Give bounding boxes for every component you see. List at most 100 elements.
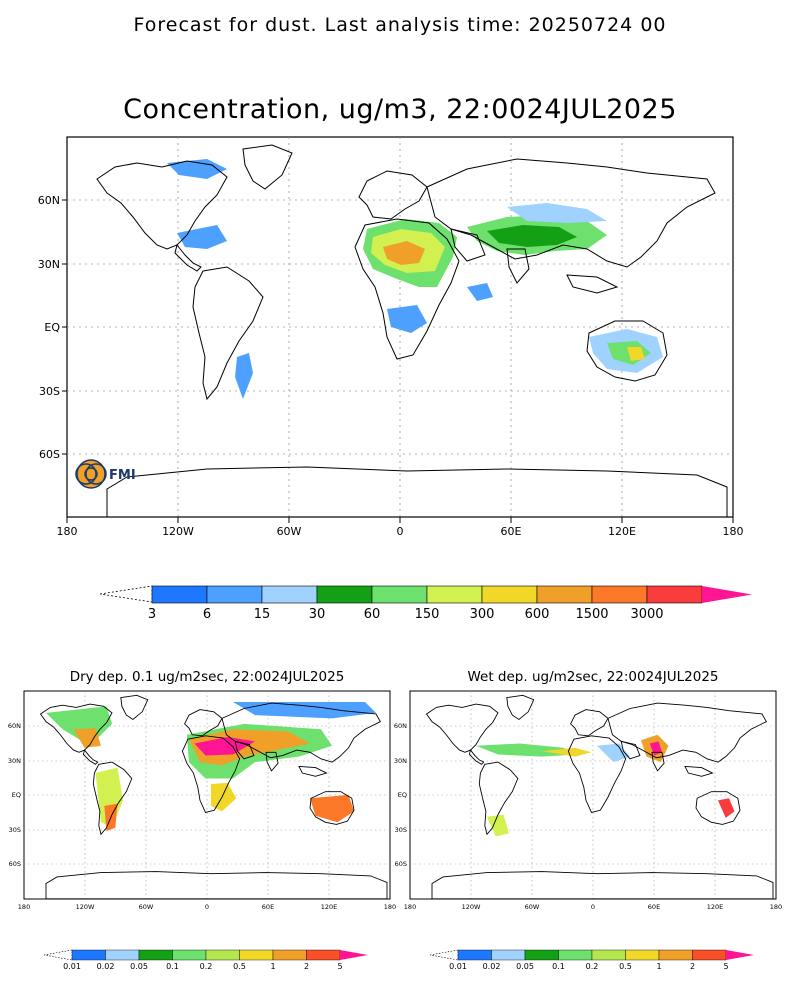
- main-x-tick: 120W: [162, 525, 194, 538]
- legend-label: 0.1: [552, 962, 565, 971]
- main-tick-marks: [62, 199, 734, 523]
- dry-legend-bars: [71, 949, 368, 961]
- legend-swatch: [524, 949, 559, 961]
- wet-y-axis-labels: 60N 30N EQ 30S 60S: [394, 722, 407, 868]
- legend-label: 0.2: [586, 962, 599, 971]
- wet-deposition-map: 180 120W 60W 0 60E 120E 180 60N 30N EQ 3…: [394, 690, 782, 911]
- legend-label: 2: [304, 962, 309, 971]
- main-legend-labels: 3 6 15 30 60 150 300 600 1500 3000: [148, 607, 664, 622]
- wet-legend-bars: [457, 949, 754, 961]
- legend-swatch: [151, 585, 208, 604]
- wet-x-tick: 120E: [707, 903, 724, 911]
- legend-label: 15: [254, 607, 271, 622]
- legend-label: 6: [203, 607, 211, 622]
- wet-dep-field: [476, 734, 735, 837]
- legend-label: 0.02: [483, 962, 501, 971]
- fmi-logo-text: FMI: [109, 468, 136, 483]
- wet-legend-labels: 0.01 0.02 0.05 0.1 0.2 0.5 1 2 5: [449, 962, 728, 971]
- wet-y-tick: 30N: [394, 757, 407, 765]
- legend-swatch: [138, 949, 173, 961]
- legend-label: 3: [148, 607, 156, 622]
- main-y-tick: 60N: [38, 194, 60, 207]
- dry-x-tick: 120W: [76, 903, 95, 911]
- legend-label: 2: [690, 962, 695, 971]
- dry-x-tick: 0: [205, 903, 209, 911]
- legend-label: 5: [337, 962, 342, 971]
- legend-label: 0.5: [619, 962, 632, 971]
- dry-x-tick: 180: [18, 903, 30, 911]
- forecast-header: Forecast for dust. Last analysis time: 2…: [133, 14, 667, 36]
- legend-upper-arrow: [702, 586, 752, 603]
- main-x-tick: 120E: [608, 525, 636, 538]
- legend-swatch: [272, 949, 307, 961]
- legend-label: 0.1: [166, 962, 179, 971]
- dry-y-tick: 60N: [8, 722, 21, 730]
- legend-swatch: [536, 585, 593, 604]
- dry-y-axis-labels: 60N 30N EQ 30S 60S: [8, 722, 21, 868]
- legend-upper-arrow: [726, 950, 754, 960]
- dust-concentration-field: [167, 159, 663, 399]
- legend-swatch: [306, 949, 341, 961]
- legend-label: 60: [364, 607, 381, 622]
- dry-y-tick: 30S: [9, 826, 21, 834]
- wet-y-tick: 60S: [395, 860, 407, 868]
- concentration-map: 180 120W 60W 0 60E 120E 180 60N 30N EQ 3…: [38, 136, 744, 538]
- legend-label: 1: [270, 962, 275, 971]
- dry-x-tick: 60E: [262, 903, 274, 911]
- legend-label: 0.5: [233, 962, 246, 971]
- dry-x-tick: 120E: [321, 903, 338, 911]
- wet-x-tick: 0: [591, 903, 595, 911]
- legend-label: 0.01: [449, 962, 467, 971]
- legend-swatch: [371, 585, 428, 604]
- legend-swatch: [71, 949, 106, 961]
- legend-swatch: [172, 949, 207, 961]
- legend-swatch: [646, 585, 703, 604]
- legend-swatch: [591, 949, 626, 961]
- main-x-axis-labels: 180 120W 60W 0 60E 120E 180: [57, 525, 744, 538]
- dry-deposition-map: 180 120W 60W 0 60E 120E 180 60N 30N EQ 3…: [8, 690, 396, 911]
- wet-x-tick: 60W: [525, 903, 540, 911]
- legend-label: 3000: [630, 607, 663, 622]
- wet-x-tick: 180: [770, 903, 782, 911]
- main-y-tick: 30N: [38, 258, 60, 271]
- legend-label: 150: [415, 607, 440, 622]
- legend-label: 30: [309, 607, 326, 622]
- legend-label: 5: [723, 962, 728, 971]
- legend-label: 600: [525, 607, 550, 622]
- legend-swatch: [457, 949, 492, 961]
- dry-y-tick: 30N: [8, 757, 21, 765]
- legend-swatch: [625, 949, 660, 961]
- dry-x-tick: 60W: [139, 903, 154, 911]
- dry-x-tick: 180: [384, 903, 396, 911]
- legend-swatch: [491, 949, 526, 961]
- legend-label: 0.02: [97, 962, 115, 971]
- legend-lower-arrow: [99, 585, 153, 603]
- legend-swatch: [591, 585, 648, 604]
- legend-swatch: [206, 585, 263, 604]
- wet-y-tick: 60N: [394, 722, 407, 730]
- legend-label: 0.01: [63, 962, 81, 971]
- legend-upper-arrow: [340, 950, 368, 960]
- legend-label: 0.2: [200, 962, 213, 971]
- dry-legend: 0.01 0.02 0.05 0.1 0.2 0.5 1 2 5: [43, 949, 368, 971]
- main-y-tick: 30S: [39, 385, 60, 398]
- legend-swatch: [205, 949, 240, 961]
- fmi-logo: FMI: [75, 459, 136, 489]
- main-x-tick: 180: [723, 525, 744, 538]
- dry-x-axis-labels: 180 120W 60W 0 60E 120E 180: [18, 903, 396, 911]
- wet-y-tick: EQ: [398, 791, 407, 799]
- main-legend-bars: [151, 585, 752, 604]
- main-y-tick: 60S: [39, 448, 60, 461]
- wet-x-tick: 60E: [648, 903, 660, 911]
- legend-label: 0.05: [130, 962, 148, 971]
- legend-label: 300: [470, 607, 495, 622]
- main-x-tick: 0: [397, 525, 404, 538]
- dry-y-tick: 60S: [9, 860, 21, 868]
- legend-label: 1500: [575, 607, 608, 622]
- legend-swatch: [558, 949, 593, 961]
- legend-swatch: [692, 949, 727, 961]
- legend-swatch: [658, 949, 693, 961]
- dry-map-title: Dry dep. 0.1 ug/m2sec, 22:0024JUL2025: [69, 669, 345, 685]
- legend-swatch: [316, 585, 373, 604]
